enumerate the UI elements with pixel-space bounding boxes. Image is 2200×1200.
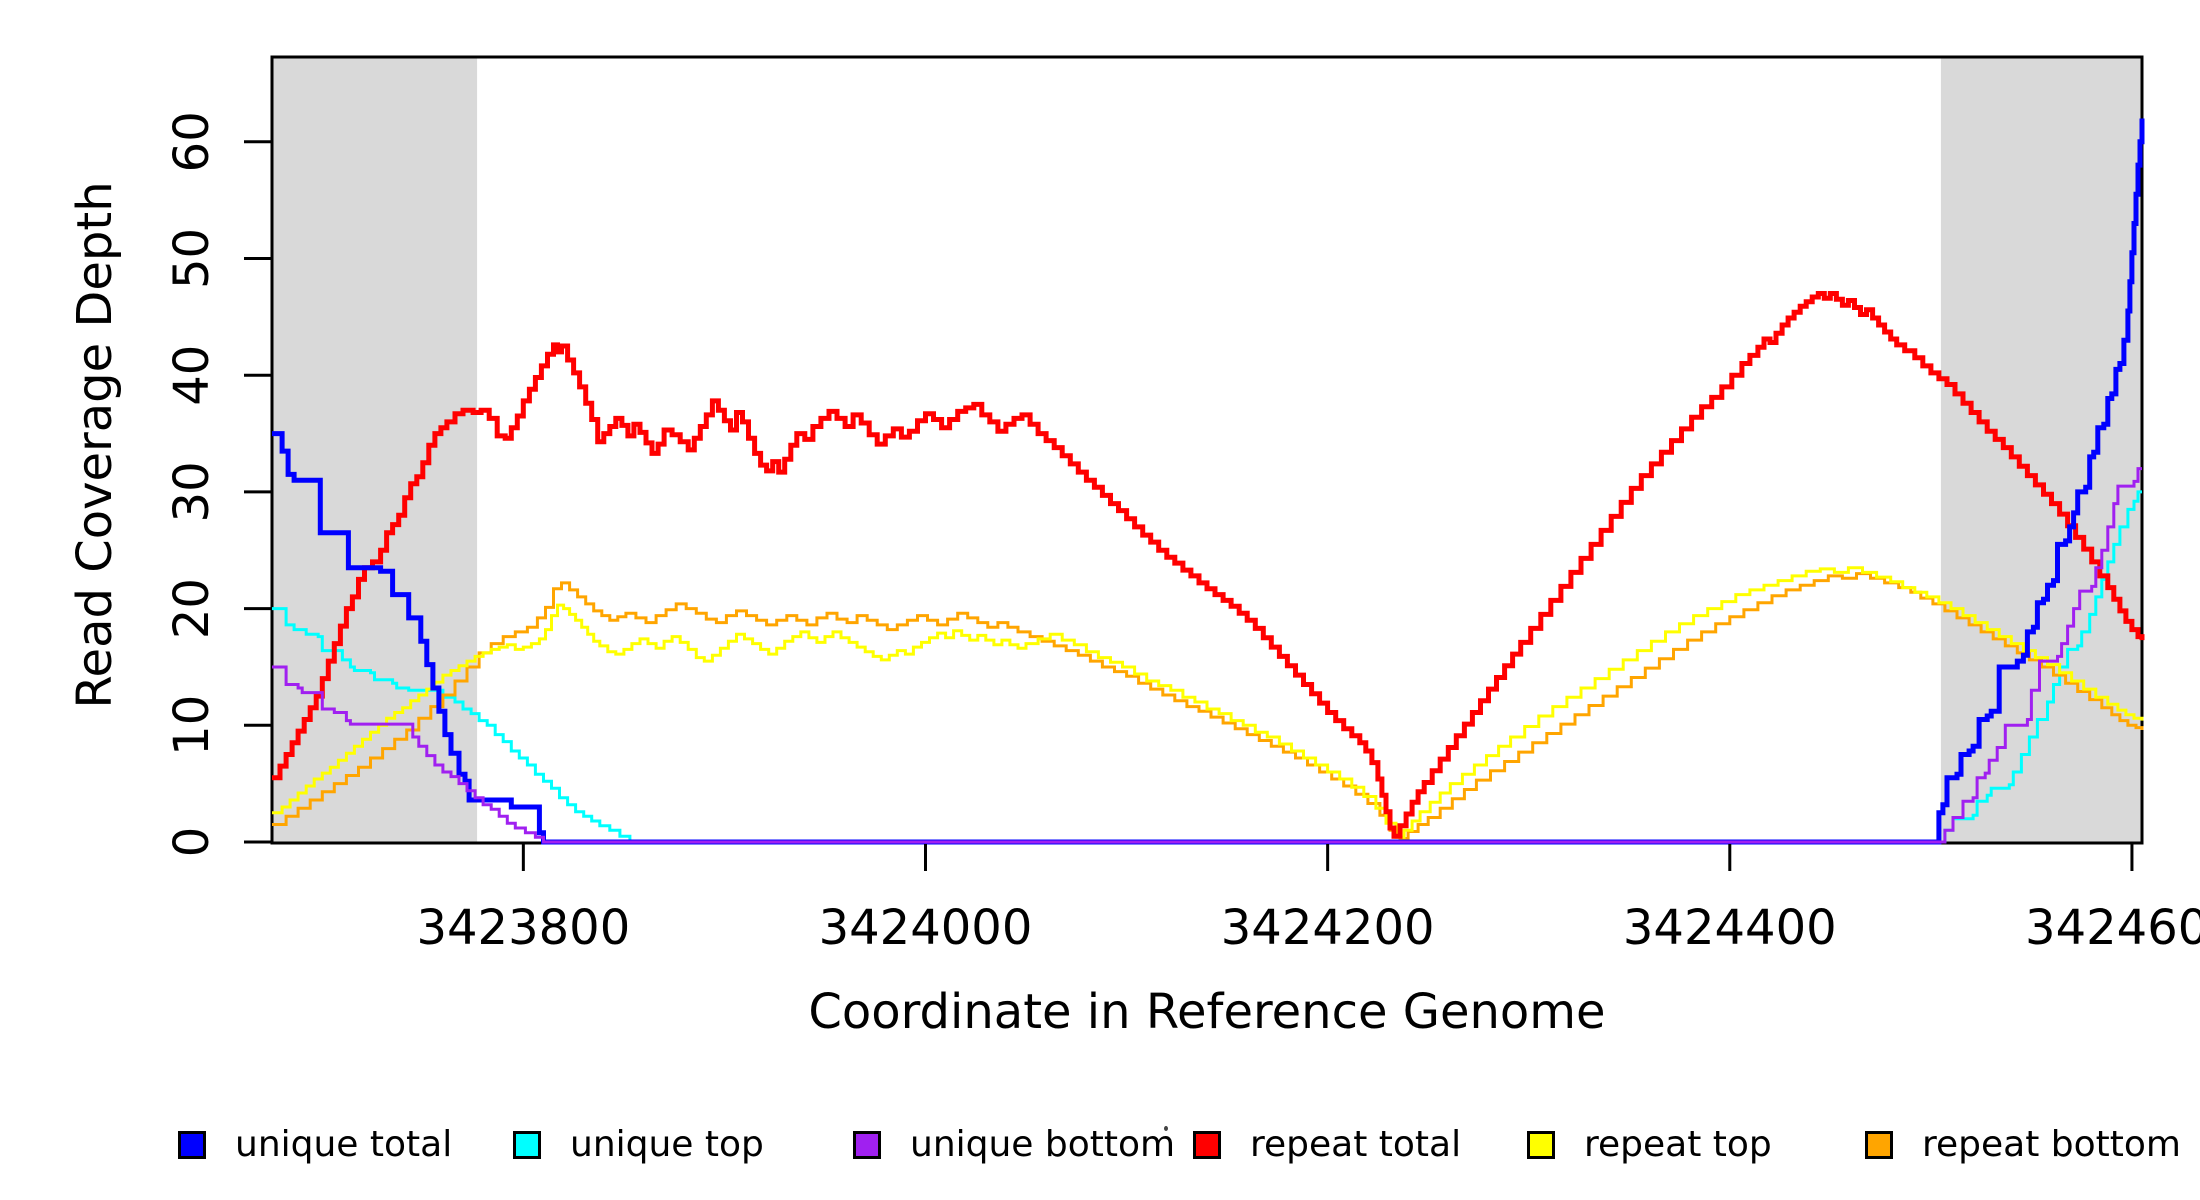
stray-pixel-artifact [1164, 1126, 1168, 1131]
series-line-unique-total [272, 118, 2145, 845]
series-line-repeat-total [272, 291, 2145, 839]
series-group [272, 118, 2145, 845]
y-tick-label: 20 [164, 578, 220, 639]
y-tick-label: 0 [164, 827, 220, 858]
y-tick-label: 60 [164, 111, 220, 172]
y-axis-title: Read Coverage Depth [67, 181, 123, 709]
y-tick-label: 50 [164, 228, 220, 289]
series-line-repeat-bottom [272, 572, 2144, 840]
shaded-region-right-flank-highlight [1940, 58, 2142, 842]
x-tick-label: 3424200 [1221, 900, 1435, 956]
y-tick-label: 40 [164, 345, 220, 406]
series-line-unique-top [272, 490, 2142, 844]
series-line-unique-bottom [272, 467, 2142, 844]
x-tick-label: 3423800 [416, 900, 630, 956]
y-tick-label: 10 [164, 695, 220, 756]
plot-box [270, 55, 2144, 845]
x-axis-title: Coordinate in Reference Genome [808, 984, 1606, 1040]
x-tick-label: 3424000 [819, 900, 1033, 956]
y-tick-label: 30 [164, 461, 220, 522]
x-tick-label: 3424400 [1623, 900, 1837, 956]
series-line-repeat-top [272, 566, 2144, 839]
